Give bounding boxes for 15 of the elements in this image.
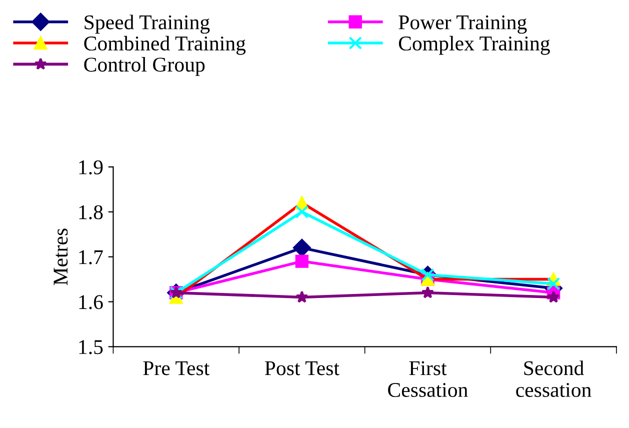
- y-axis-title: Metres: [54, 228, 68, 286]
- y-tick-label: 1.5: [79, 340, 103, 354]
- y-tick-label: 1.9: [79, 160, 103, 174]
- legend-label: Combined Training: [84, 36, 246, 55]
- x-tick-label: First Cessation: [388, 361, 468, 398]
- legend-label: Speed Training: [84, 14, 210, 34]
- legend-label: Complex Training: [398, 36, 550, 55]
- y-tick-label: 1.8: [79, 205, 103, 220]
- x-tick-label: Pre Test: [143, 361, 210, 376]
- x-tick-label: Second cessation: [516, 360, 592, 398]
- x-tick-label: Post Test: [264, 361, 340, 376]
- legend-label: Power Training: [398, 15, 527, 34]
- y-tick-label: 1.6: [79, 295, 103, 310]
- y-tick-label: 1.7: [79, 250, 103, 264]
- legend-label: Control Group: [84, 57, 205, 76]
